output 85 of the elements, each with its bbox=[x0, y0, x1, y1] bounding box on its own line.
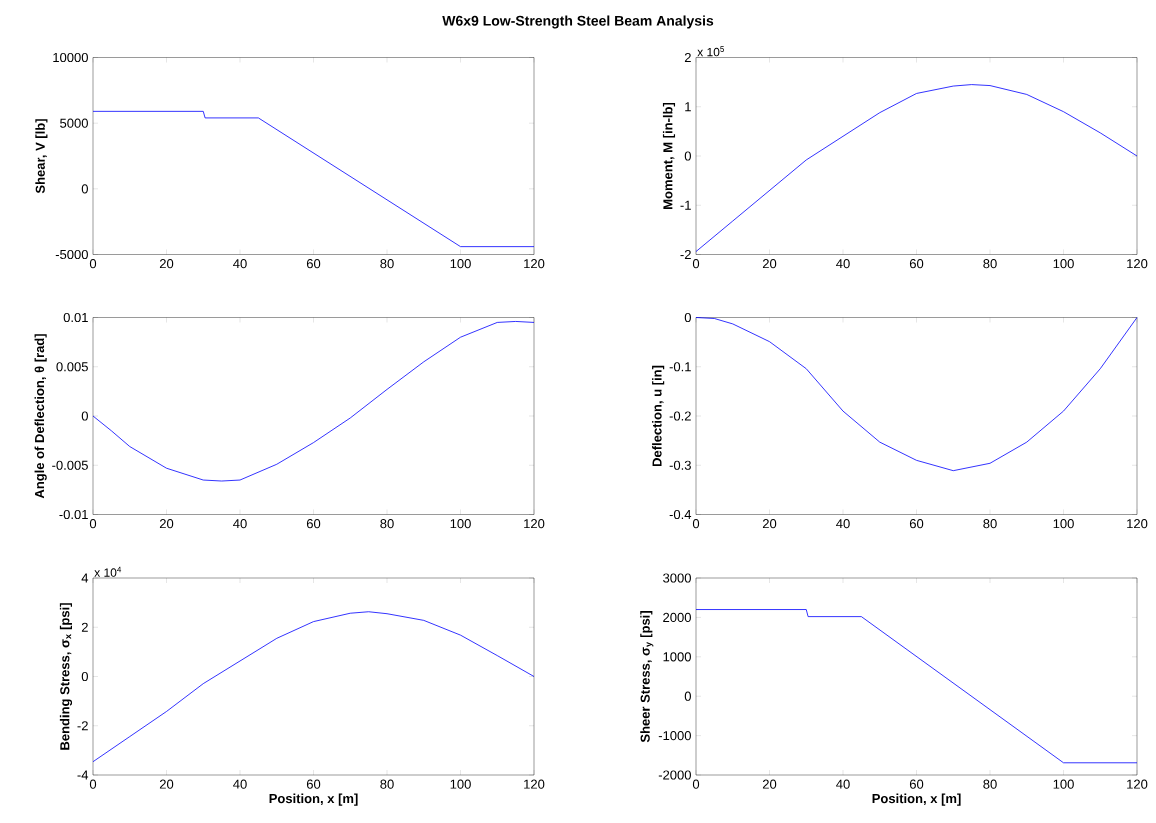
x-tick-label: 100 bbox=[450, 779, 471, 789]
y-tick-label: 2 bbox=[81, 622, 88, 632]
x-tick-label: 0 bbox=[692, 259, 700, 269]
x-tick-label: 80 bbox=[380, 779, 394, 789]
y-tick-label: -0.2 bbox=[669, 411, 691, 421]
x-tick-label: 40 bbox=[233, 779, 247, 789]
y-tick-label: -0.01 bbox=[59, 509, 88, 520]
y-tick-label: 0.005 bbox=[56, 362, 88, 372]
y-tick-label: 0 bbox=[684, 151, 691, 161]
x-tick-label: 20 bbox=[762, 779, 777, 789]
x-tick-label: 60 bbox=[306, 779, 321, 789]
x-tick-label: 0 bbox=[89, 779, 97, 789]
y-tick-label: 0 bbox=[684, 691, 691, 701]
y-tick-label: -0.005 bbox=[52, 460, 88, 470]
x-tick-label: 100 bbox=[1053, 259, 1074, 269]
x-axis-title: Position, x [m] bbox=[872, 793, 961, 806]
y-tick-label: 1 bbox=[685, 102, 691, 112]
x-tick-label: 100 bbox=[1053, 519, 1074, 529]
x-tick-label: 40 bbox=[233, 259, 247, 269]
x-tick-label: 120 bbox=[524, 779, 545, 789]
x-tick-label: 40 bbox=[233, 519, 247, 529]
y-tick-label: 2000 bbox=[663, 612, 691, 623]
x-tick-label: 100 bbox=[1053, 779, 1074, 789]
y-tick-label: 0 bbox=[684, 312, 691, 323]
x-tick-label: 40 bbox=[836, 519, 850, 529]
x-tick-label: 20 bbox=[762, 259, 777, 269]
x-tick-label: 60 bbox=[306, 519, 321, 529]
x-tick-label: 60 bbox=[306, 259, 321, 269]
x-tick-label: 100 bbox=[450, 519, 471, 529]
y-axis-title: Bending Stress, σ$_{x}$ [psi] bbox=[59, 603, 73, 750]
y-tick-label: -0.3 bbox=[669, 460, 691, 470]
x-tick-label: 120 bbox=[524, 259, 545, 269]
y-axis-title: Moment, M [in-lb] bbox=[662, 102, 676, 209]
y-axis-title: Angle of Deflection, θ [rad] bbox=[34, 334, 47, 499]
y-axis-title: Shear, V [lb] bbox=[35, 119, 48, 194]
x-tick-label: 60 bbox=[909, 519, 924, 529]
y-tick-label: 10000 bbox=[53, 52, 88, 63]
x-tick-label: 100 bbox=[450, 259, 471, 269]
x-tick-label: 0 bbox=[692, 779, 700, 789]
x-tick-label: 80 bbox=[983, 259, 997, 269]
y-tick-label: 4 bbox=[81, 573, 89, 583]
x-tick-label: 20 bbox=[159, 779, 174, 789]
x-axis-title: Position, x [m] bbox=[269, 793, 358, 806]
y-tick-label: -0.4 bbox=[669, 509, 692, 520]
y-axis-title: Deflection, u [in] bbox=[652, 365, 665, 467]
y-tick-label: 0 bbox=[81, 671, 88, 682]
y-tick-label: -2 bbox=[680, 249, 691, 260]
y-tick-label: 0 bbox=[81, 411, 88, 421]
y-tick-label: -0.1 bbox=[669, 362, 691, 372]
line-series bbox=[695, 317, 1138, 472]
x-tick-label: 80 bbox=[983, 779, 997, 789]
y-tick-label: 3000 bbox=[663, 573, 691, 583]
x-tick-label: 120 bbox=[1127, 519, 1148, 529]
x-tick-label: 20 bbox=[762, 519, 777, 529]
x-tick-label: 40 bbox=[836, 259, 850, 269]
y-tick-label: -4 bbox=[77, 770, 89, 780]
y-tick-label: -5000 bbox=[55, 249, 88, 260]
text: x 10$^{4}$ bbox=[94, 566, 122, 577]
x-tick-label: 60 bbox=[909, 259, 924, 269]
y-tick-label: 5000 bbox=[60, 118, 88, 128]
y-tick-label: -1 bbox=[680, 200, 691, 210]
x-tick-label: 60 bbox=[909, 779, 924, 789]
y-tick-label: 1000 bbox=[663, 652, 691, 662]
line-series bbox=[92, 321, 535, 482]
y-tick-label: 2 bbox=[684, 52, 691, 63]
x-tick-label: 80 bbox=[983, 519, 997, 529]
x-tick-label: 0 bbox=[692, 519, 700, 529]
x-tick-label: 20 bbox=[159, 519, 174, 529]
y-tick-label: 0.01 bbox=[63, 312, 88, 323]
x-tick-label: 40 bbox=[836, 779, 850, 789]
x-tick-label: 80 bbox=[380, 259, 394, 269]
text: W6x9 Low-Strength Steel Beam Analysis bbox=[442, 15, 714, 29]
y-axis-title: Sheer Stress, σ$_{y}$ [psi] bbox=[640, 611, 654, 743]
x-tick-label: 20 bbox=[159, 259, 174, 269]
y-tick-label: 0 bbox=[81, 184, 88, 194]
x-tick-label: 120 bbox=[1127, 259, 1148, 269]
x-tick-label: 0 bbox=[89, 259, 97, 269]
x-tick-label: 80 bbox=[380, 519, 394, 529]
x-tick-label: 120 bbox=[524, 519, 545, 529]
y-tick-label: -2000 bbox=[658, 770, 691, 780]
x-tick-label: 120 bbox=[1127, 779, 1148, 789]
text: x 10$^{5}$ bbox=[697, 46, 724, 57]
x-tick-label: 0 bbox=[89, 519, 97, 529]
y-tick-label: -2 bbox=[77, 721, 88, 731]
y-tick-label: -1000 bbox=[658, 731, 691, 741]
